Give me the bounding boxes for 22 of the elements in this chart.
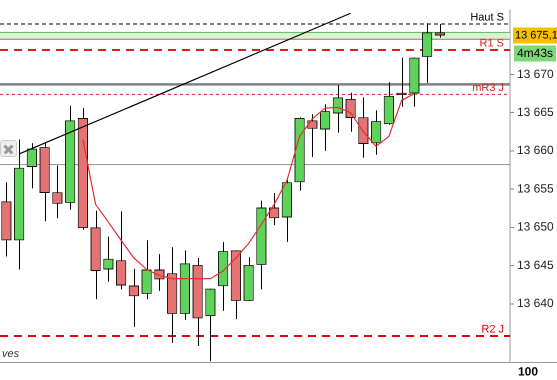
y-tick-label: 13 655 [517, 181, 554, 196]
candlestick [116, 210, 126, 290]
candlestick [320, 104, 330, 152]
candlestick [142, 240, 152, 300]
ref-line-label: R2 J [481, 324, 504, 336]
ref-line-label: Haut S [470, 11, 504, 24]
candlestick [371, 110, 382, 156]
y-tick-label: 13 660 [517, 143, 554, 158]
text: 13 675,1 [515, 29, 557, 42]
y-tick-label: 13 645 [517, 258, 554, 272]
candlestick [103, 236, 114, 282]
annotation: ves [2, 348, 20, 360]
y-tick-label: 13 640 [517, 296, 554, 310]
text: 100 [518, 364, 538, 378]
ref-line-label: mR3 J [472, 82, 504, 94]
y-tick-label: 13 665 [517, 104, 554, 119]
candlestick [52, 164, 62, 219]
y-tick-label: 13 650 [517, 220, 554, 234]
text: 4m43s [517, 46, 554, 60]
candlestick [128, 268, 139, 328]
ref-line-label: R1 S [480, 38, 504, 50]
y-tick-label: 13 670 [517, 66, 554, 81]
